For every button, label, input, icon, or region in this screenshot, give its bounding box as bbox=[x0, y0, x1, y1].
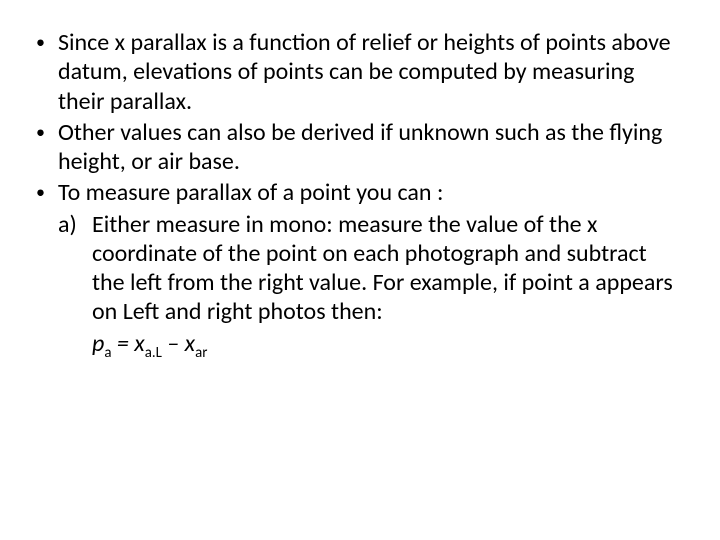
bullet-text-block: To measure parallax of a point you can :… bbox=[58, 178, 680, 360]
sub-text: Either measure in mono: measure the valu… bbox=[92, 210, 680, 327]
bullet-text: Since x parallax is a function of relief… bbox=[58, 28, 680, 116]
bullet-item-1: • Since x parallax is a function of reli… bbox=[30, 28, 680, 116]
bullet-list: • Since x parallax is a function of reli… bbox=[30, 28, 680, 361]
bullet-text: Other values can also be derived if unkn… bbox=[58, 118, 680, 177]
bullet-marker-icon: • bbox=[30, 118, 58, 144]
bullet-item-2: • Other values can also be derived if un… bbox=[30, 118, 680, 177]
sub-list: a) Either measure in mono: measure the v… bbox=[58, 210, 680, 327]
bullet-text: To measure parallax of a point you can : bbox=[58, 178, 443, 207]
bullet-marker-icon: • bbox=[30, 178, 58, 204]
formula-eq: = bbox=[111, 329, 134, 358]
sub-marker: a) bbox=[58, 210, 92, 239]
formula-t1-sub: a.L bbox=[145, 342, 162, 360]
formula-lhs-var: p bbox=[92, 329, 104, 358]
bullet-item-3: • To measure parallax of a point you can… bbox=[30, 178, 680, 360]
parallax-formula: pa = xa.L – xar bbox=[58, 329, 680, 361]
sub-item-a: a) Either measure in mono: measure the v… bbox=[58, 210, 680, 327]
formula-t1-var: x bbox=[134, 329, 144, 358]
formula-t2-var: x bbox=[185, 329, 195, 358]
formula-minus: – bbox=[162, 329, 185, 358]
bullet-marker-icon: • bbox=[30, 28, 58, 54]
formula-t2-sub: ar bbox=[195, 342, 207, 360]
